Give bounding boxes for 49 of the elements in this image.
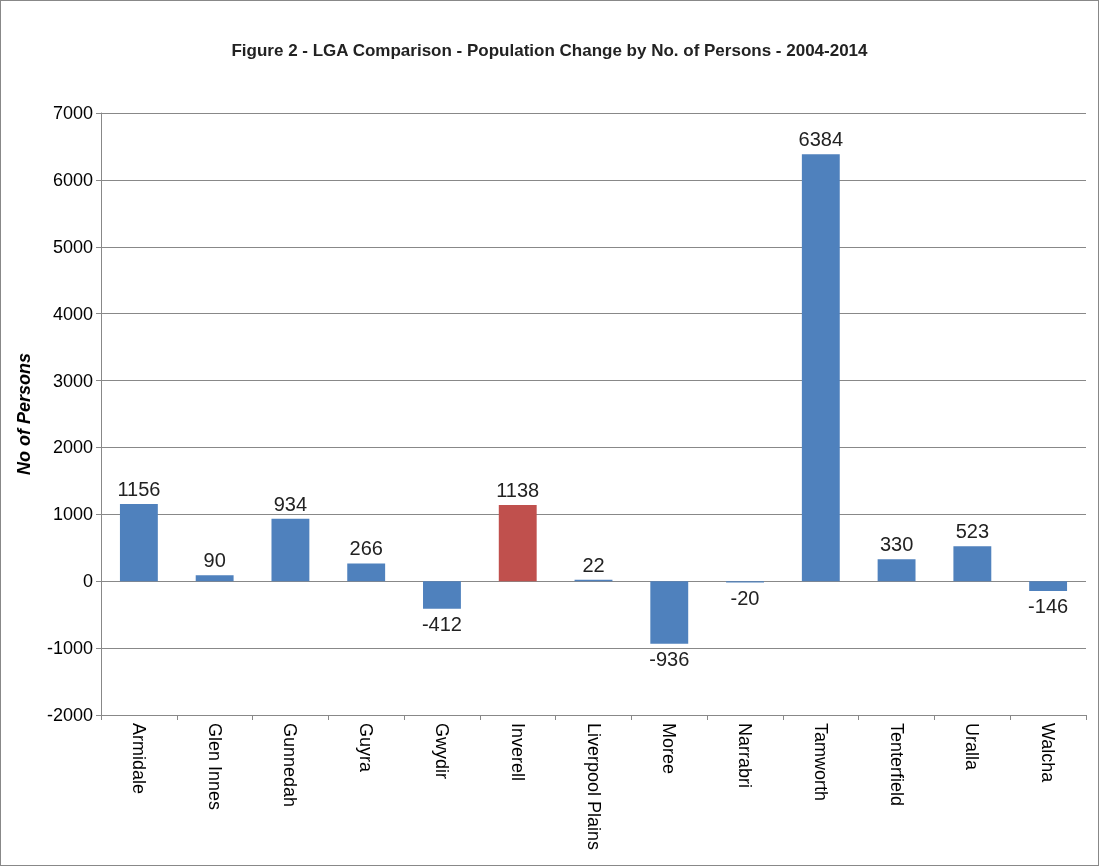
y-axis-title: No of Persons (14, 352, 34, 476)
data-label: 22 (582, 553, 605, 576)
y-tick-label: 7000 (52, 103, 93, 123)
bar (423, 581, 461, 609)
data-label: 523 (955, 520, 990, 543)
bar (877, 559, 916, 582)
y-tick-label: 1000 (52, 504, 93, 525)
data-label: 1156 (117, 477, 161, 500)
data-label: -146 (1028, 594, 1069, 617)
x-tick-label: Tamworth (810, 723, 831, 802)
x-tick-label: Tenterfield (886, 723, 907, 807)
bar (347, 563, 386, 582)
x-tick-label: Liverpool Plains (583, 723, 604, 851)
y-tick-label: 4000 (52, 303, 93, 324)
x-tick-label: Walcha (1038, 723, 1059, 784)
data-label: -20 (730, 586, 760, 609)
y-tick-label: -1000 (46, 638, 93, 659)
bar (801, 154, 840, 582)
data-label: -936 (649, 647, 690, 670)
x-tick-label: Armidale (128, 723, 149, 795)
data-label: 1138 (496, 479, 540, 502)
x-tick-label: Gunnedah (280, 723, 301, 808)
y-tick-label: 5000 (52, 236, 93, 257)
y-tick-label: 0 (82, 571, 93, 592)
x-tick-label: Moree (659, 723, 680, 775)
x-tick-label: Glen Innes (204, 723, 225, 811)
x-tick-label: Uralla (962, 723, 983, 771)
chart-title: Figure 2 - LGA Comparison - Population Change by No. of Persons - 2004-2014 (231, 41, 869, 60)
bar (1029, 581, 1068, 591)
data-label: -412 (421, 612, 462, 635)
x-tick-label: Guyra (356, 723, 377, 774)
data-label: 330 (879, 533, 914, 556)
data-label: 90 (203, 549, 226, 572)
bar (650, 581, 689, 644)
x-tick-label: Narrabri (735, 723, 756, 789)
data-label: 934 (273, 492, 308, 515)
data-label: 6384 (798, 128, 844, 151)
bar (953, 546, 992, 582)
bar (195, 575, 234, 582)
x-tick-label: Inverell (507, 723, 528, 782)
data-label: 266 (349, 537, 383, 560)
bar (119, 503, 158, 582)
y-tick-label: 2000 (52, 437, 93, 458)
y-tick-label: -2000 (46, 705, 93, 725)
bar (498, 505, 537, 582)
bar (271, 518, 310, 582)
y-tick-label: 6000 (52, 169, 93, 190)
y-tick-label: 3000 (52, 370, 93, 391)
x-tick-label: Gwydir (431, 723, 452, 780)
